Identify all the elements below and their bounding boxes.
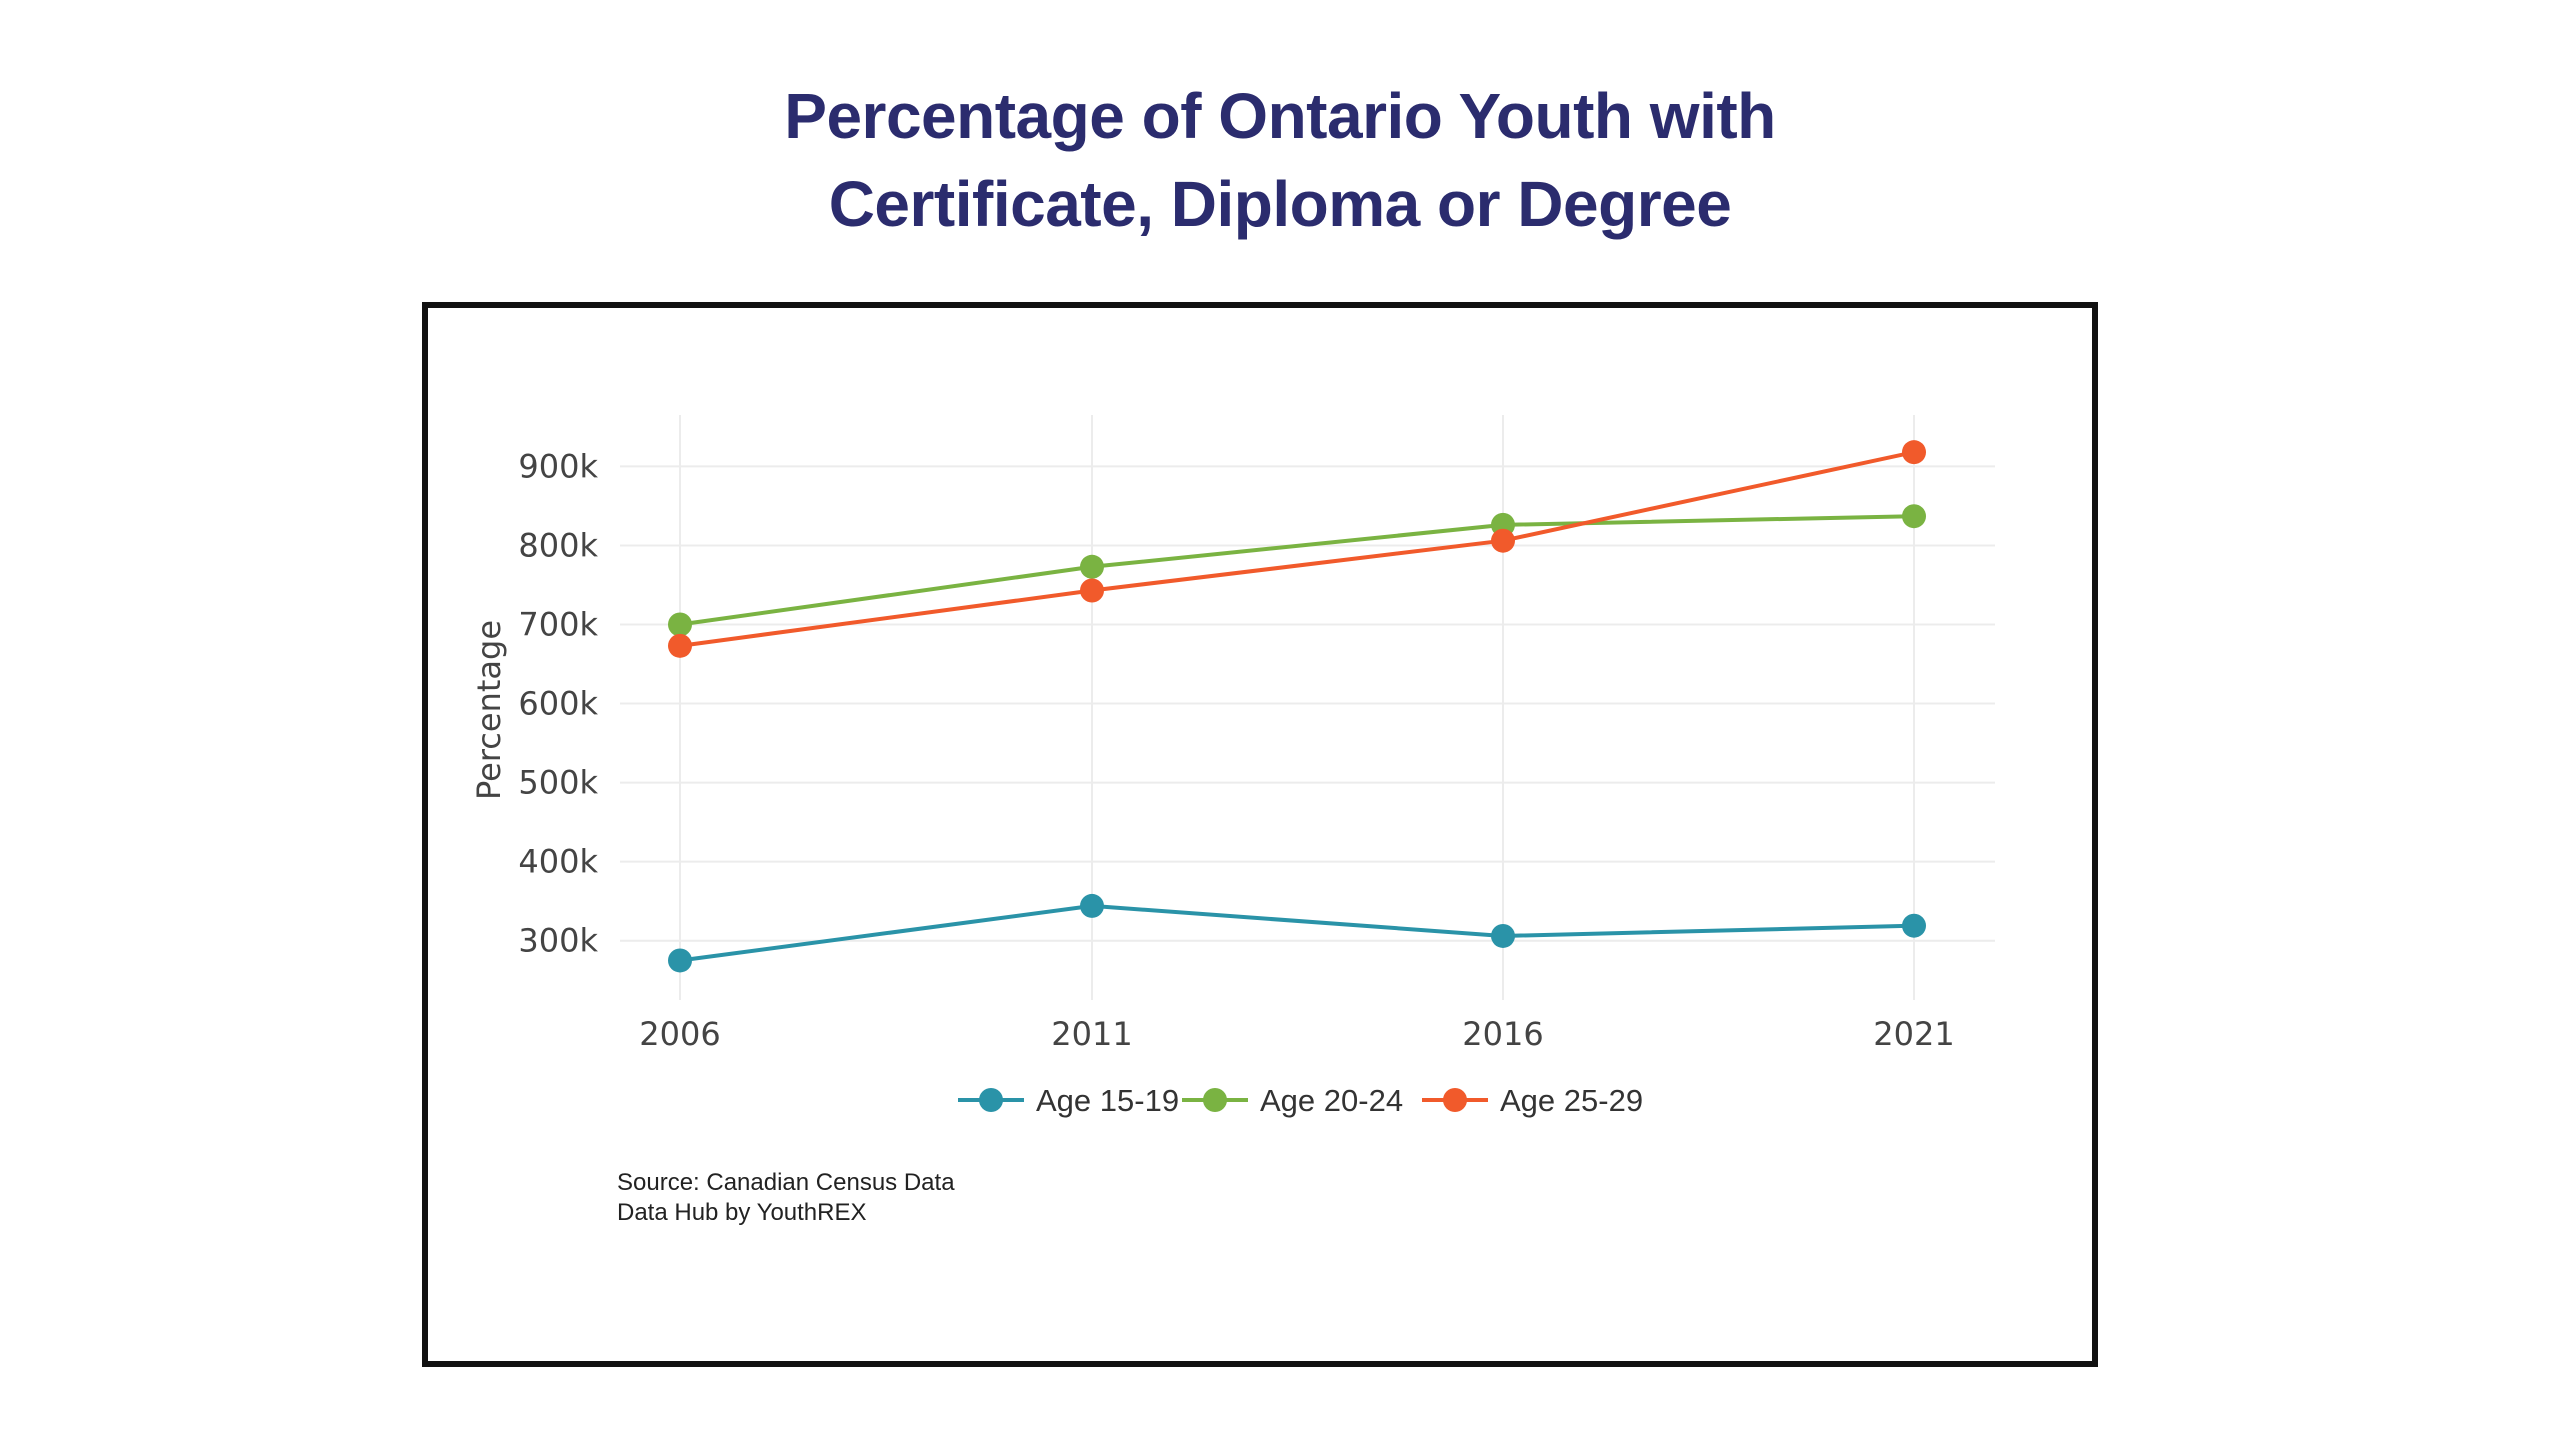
chart-title: Percentage of Ontario Youth with Certifi… [0, 72, 2560, 248]
legend-swatch-dot [1443, 1088, 1467, 1112]
x-tick-label: 2011 [1051, 1015, 1132, 1053]
legend: Age 15-19 Age 20-24 Age 25-29 [958, 1083, 1643, 1118]
x-axis-ticks: 2006 2011 2016 2021 [639, 1015, 1954, 1053]
y-tick-label: 400k [518, 843, 598, 881]
source-line-2: Data Hub by YouthREX [617, 1199, 867, 1226]
grid-lines [620, 415, 1995, 1000]
legend-swatch-dot [1203, 1088, 1227, 1112]
x-tick-label: 2016 [1462, 1015, 1543, 1053]
data-point [1902, 913, 1926, 938]
legend-label: Age 25-29 [1500, 1083, 1643, 1118]
data-point [668, 612, 692, 637]
series-line [679, 450, 1915, 648]
chart-title-line-1: Percentage of Ontario Youth with [784, 80, 1776, 152]
x-tick-label: 2006 [639, 1015, 720, 1053]
series-line [679, 514, 1915, 627]
data-point [668, 633, 692, 658]
chart-frame [422, 302, 2098, 1367]
y-tick-label: 700k [518, 605, 598, 643]
y-tick-label: 300k [518, 922, 598, 960]
y-tick-label: 600k [518, 685, 598, 723]
data-point [1080, 554, 1104, 579]
legend-label: Age 15-19 [1036, 1083, 1179, 1118]
series-line [679, 903, 1915, 963]
legend-label: Age 20-24 [1260, 1083, 1403, 1118]
source-note: Source: Canadian Census Data Data Hub by… [617, 1168, 955, 1228]
source-line-1: Source: Canadian Census Data [617, 1169, 955, 1196]
series-group [668, 440, 1926, 973]
y-axis-ticks: 300k 400k 500k 600k 700k 800k 900k [518, 447, 598, 959]
legend-swatch-dot [979, 1088, 1003, 1112]
data-point [668, 948, 692, 973]
data-point [1080, 578, 1104, 603]
data-point [1080, 893, 1104, 918]
y-tick-label: 800k [518, 526, 598, 564]
data-point [1902, 504, 1926, 529]
data-point [1491, 923, 1515, 948]
data-point [1902, 440, 1926, 465]
chart-title-line-2: Certificate, Diploma or Degree [828, 168, 1732, 240]
y-tick-label: 900k [518, 447, 598, 485]
y-axis-label: Percentage [470, 620, 508, 800]
y-tick-label: 500k [518, 764, 598, 802]
x-tick-label: 2021 [1873, 1015, 1954, 1053]
data-point [1491, 528, 1515, 553]
